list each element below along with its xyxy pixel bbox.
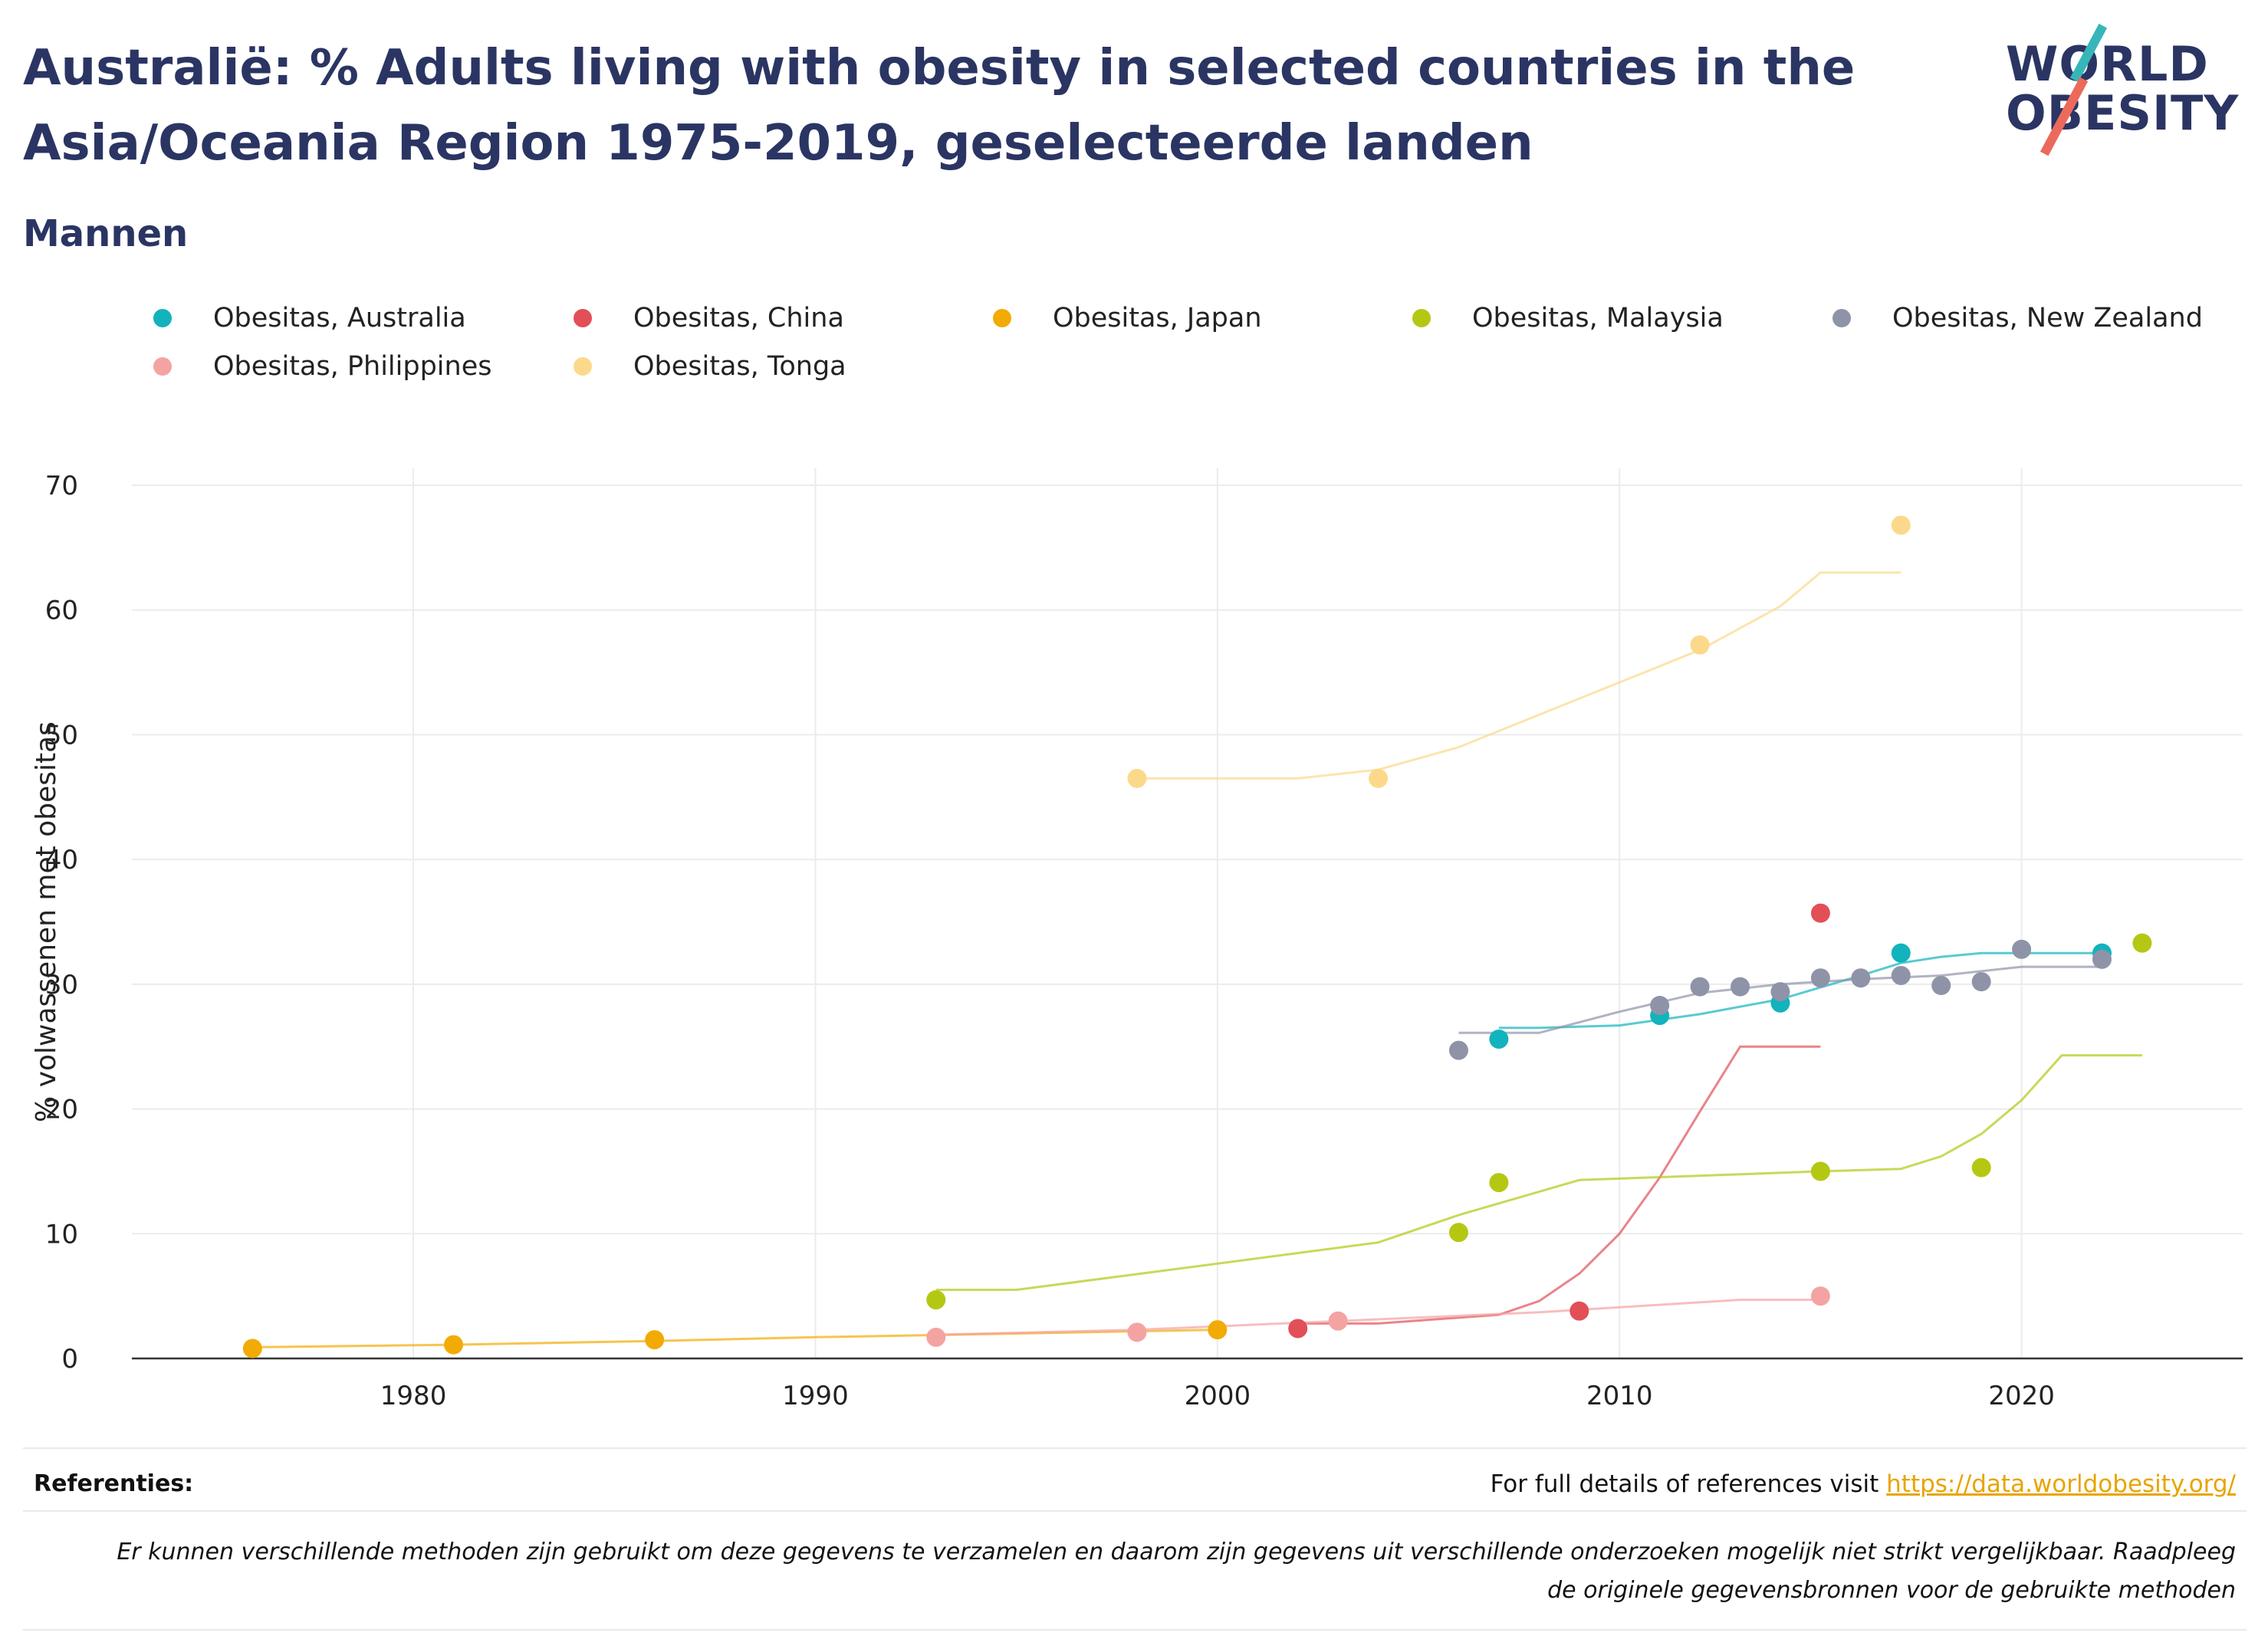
legend-marker	[993, 309, 1011, 327]
data-point-malaysia	[1448, 1223, 1468, 1243]
legend-marker	[153, 309, 172, 327]
methodology-note-line-2: de originele gegevensbronnen voor de geb…	[1547, 1577, 2236, 1604]
logo-line-2: OBESITY	[2006, 85, 2240, 141]
references-link[interactable]: https://data.worldobesity.org/	[1886, 1470, 2236, 1498]
logo-line-1: WORLD	[2006, 36, 2209, 92]
references-text: For full details of references visit	[1490, 1470, 1887, 1498]
data-point-china	[1810, 903, 1830, 923]
x-tick-label: 2010	[1586, 1381, 1653, 1411]
data-point-new-zealand	[1731, 977, 1750, 997]
legend-item-malaysia[interactable]: Obesitas, Malaysia	[1412, 303, 1724, 333]
data-point-new-zealand	[1690, 977, 1710, 997]
legend-label: Obesitas, Australia	[213, 303, 466, 333]
data-point-tonga	[1891, 515, 1911, 535]
y-tick-label: 50	[45, 720, 78, 751]
chart-subtitle: Mannen	[23, 212, 189, 255]
legend-item-japan[interactable]: Obesitas, Japan	[993, 303, 1262, 333]
references-details: For full details of references visit htt…	[1491, 1470, 2236, 1498]
trend-line-tonga	[1137, 571, 1902, 780]
x-tick-label: 1980	[380, 1381, 447, 1411]
legend-marker	[153, 357, 172, 376]
data-point-malaysia	[1971, 1158, 1991, 1178]
references-label: Referenties:	[34, 1470, 194, 1497]
data-point-new-zealand	[1971, 972, 1991, 992]
trend-line-china	[1297, 1045, 1821, 1325]
x-tick-label: 2000	[1185, 1381, 1251, 1411]
data-point-new-zealand	[1851, 968, 1871, 988]
chart-legend: Obesitas, Australia Obesitas, China Obesit…	[153, 303, 2262, 410]
data-point-philippines	[1810, 1286, 1830, 1306]
data-point-china	[1288, 1319, 1308, 1339]
data-point-japan	[242, 1339, 262, 1358]
trend-line-australia	[1498, 951, 2102, 1030]
methodology-note: Er kunnen verschillende methoden zijn ge…	[28, 1533, 2236, 1610]
legend-marker	[574, 357, 592, 376]
legend-item-australia[interactable]: Obesitas, Australia	[153, 303, 466, 333]
data-point-tonga	[1690, 635, 1710, 655]
legend-label: Obesitas, New Zealand	[1892, 303, 2203, 333]
legend-label: Obesitas, Japan	[1053, 303, 1262, 333]
legend-marker	[574, 309, 592, 327]
chart-title: Australië: % Adults living with obesity …	[23, 40, 1855, 172]
chart-plot: 0 10 20 30 40 50 60 70 1980 1990 2000 2010 2020 % vol…	[31, 468, 2243, 1411]
legend-label: Obesitas, Tonga	[633, 351, 846, 382]
data-point-malaysia	[926, 1290, 946, 1310]
data-point-philippines	[1127, 1322, 1147, 1342]
legend-label: Obesitas, Malaysia	[1472, 303, 1724, 333]
legend-item-new-zealand[interactable]: Obesitas, New Zealand	[1832, 303, 2203, 333]
data-point-new-zealand	[1770, 982, 1790, 1002]
data-point-new-zealand	[1448, 1040, 1468, 1060]
legend-item-china[interactable]: Obesitas, China	[574, 303, 844, 333]
y-tick-label: 0	[61, 1344, 78, 1375]
data-point-australia	[1489, 1029, 1509, 1049]
data-point-tonga	[1127, 768, 1147, 788]
y-tick-label: 30	[45, 970, 78, 1000]
data-point-new-zealand	[2092, 949, 2112, 969]
methodology-note-line-1: Er kunnen verschillende methoden zijn ge…	[117, 1539, 2236, 1565]
legend-item-tonga[interactable]: Obesitas, Tonga	[574, 351, 846, 382]
data-point-malaysia	[1489, 1173, 1509, 1193]
data-point-china	[1570, 1301, 1589, 1321]
trend-line-malaysia	[935, 1054, 2142, 1291]
y-tick-label: 70	[45, 471, 78, 501]
data-point-new-zealand	[1810, 968, 1830, 988]
data-point-japan	[645, 1330, 665, 1350]
legend-marker	[1412, 309, 1431, 327]
data-point-new-zealand	[1650, 996, 1670, 1016]
footer-divider-bottom	[23, 1629, 2247, 1631]
legend-marker	[1832, 309, 1851, 327]
y-tick-label: 60	[45, 596, 78, 626]
data-point-new-zealand	[1891, 965, 1911, 985]
data-point-malaysia	[2132, 933, 2152, 953]
legend-label: Obesitas, Philippines	[213, 351, 492, 382]
legend-label: Obesitas, China	[633, 303, 844, 333]
y-axis-label: % volwassenen met obesitas	[31, 721, 62, 1122]
data-point-new-zealand	[1931, 975, 1951, 995]
footer-divider-middle	[23, 1510, 2247, 1512]
data-point-new-zealand	[2012, 939, 2032, 959]
y-tick-label: 20	[45, 1095, 78, 1125]
footer-divider-top	[23, 1447, 2247, 1449]
data-point-philippines	[1328, 1311, 1348, 1331]
data-point-japan	[444, 1335, 464, 1355]
y-tick-label: 10	[45, 1219, 78, 1250]
data-point-australia	[1891, 943, 1911, 963]
world-obesity-logo[interactable]: WORLD OBESITY	[2001, 19, 2254, 165]
x-tick-label: 1990	[782, 1381, 849, 1411]
data-point-japan	[1208, 1320, 1228, 1340]
y-tick-label: 40	[45, 845, 78, 875]
data-point-tonga	[1369, 768, 1389, 788]
data-point-philippines	[926, 1327, 946, 1347]
trend-line-philippines	[935, 1299, 1821, 1336]
legend-item-philippines[interactable]: Obesitas, Philippines	[153, 351, 491, 382]
x-tick-label: 2020	[1988, 1381, 2055, 1411]
data-point-malaysia	[1810, 1161, 1830, 1181]
